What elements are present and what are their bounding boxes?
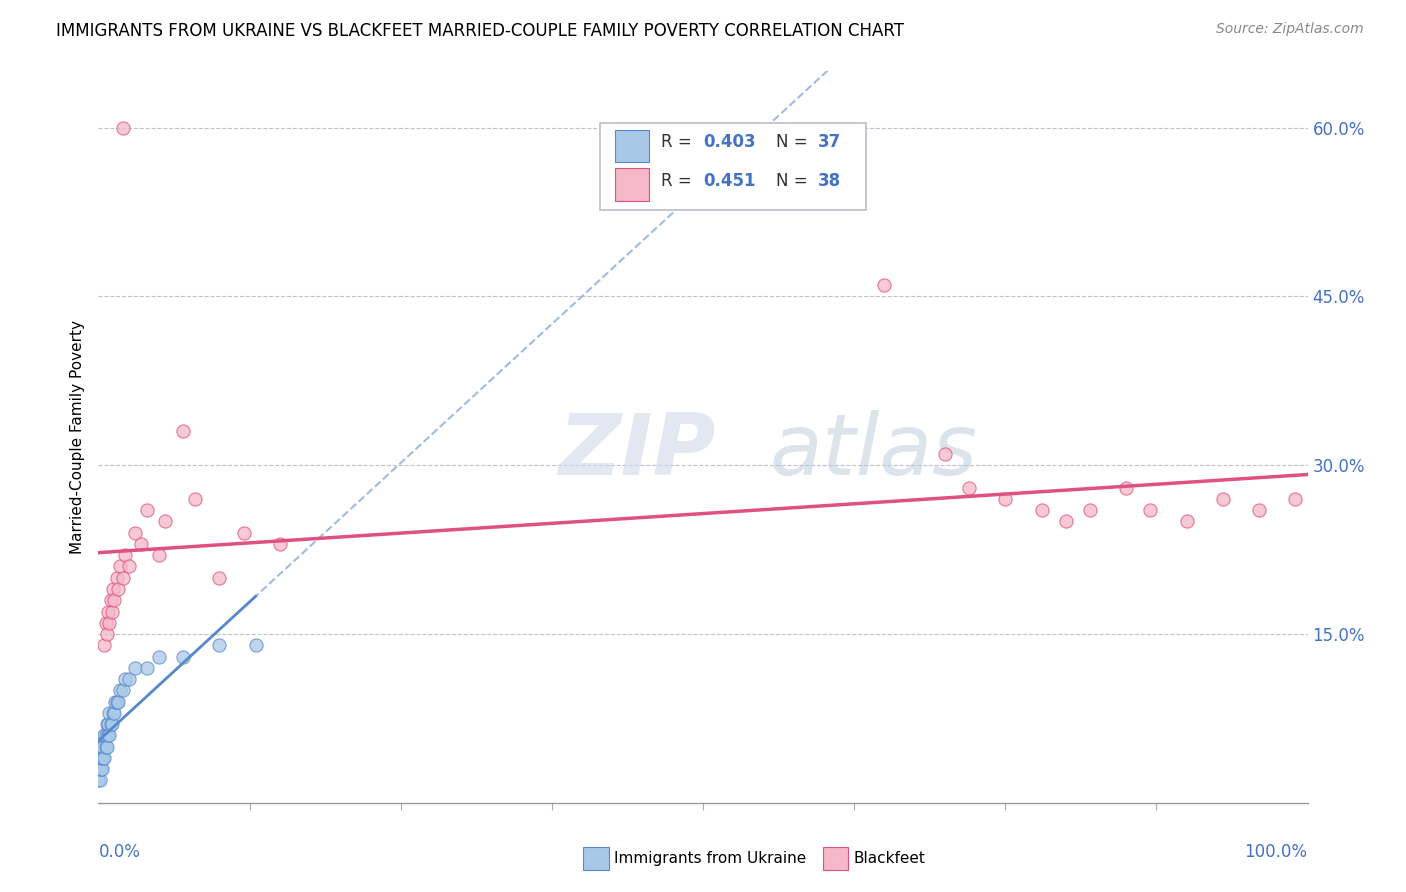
Point (108, 559, 131, 574)
Point (107, 694, 129, 708)
Point (107, 582, 129, 596)
Point (114, 548, 136, 562)
Point (135, 503, 157, 517)
Point (100, 605, 122, 619)
Point (91, 762, 114, 776)
Point (98, 728, 121, 742)
Text: Blackfeet: Blackfeet (853, 852, 925, 866)
Point (1212, 491, 1234, 506)
Point (94, 739, 117, 754)
Point (957, 481, 980, 495)
Point (245, 638, 267, 652)
FancyBboxPatch shape (600, 122, 866, 211)
Point (103, 706, 125, 720)
Point (172, 649, 194, 664)
Text: R =: R = (661, 133, 697, 152)
Text: 37: 37 (818, 133, 841, 152)
Point (153, 515, 176, 529)
Point (269, 537, 291, 551)
Point (90, 762, 112, 776)
Point (97, 728, 120, 742)
Point (89, 773, 111, 788)
Point (96, 627, 118, 641)
Point (1031, 503, 1053, 517)
Point (124, 661, 146, 675)
Point (96, 717, 118, 731)
Point (101, 706, 124, 720)
Text: 100.0%: 100.0% (1244, 843, 1308, 861)
Point (148, 548, 170, 562)
Text: Source: ZipAtlas.com: Source: ZipAtlas.com (1216, 22, 1364, 37)
Point (208, 571, 231, 585)
Text: 0.0%: 0.0% (98, 843, 141, 861)
Point (111, 683, 134, 698)
Point (94, 615, 117, 630)
Point (93, 638, 115, 652)
Point (87, 773, 110, 788)
Point (111, 571, 134, 585)
Point (208, 638, 231, 652)
Point (103, 593, 125, 607)
Point (118, 559, 141, 574)
Point (873, 278, 896, 293)
Text: IMMIGRANTS FROM UKRAINE VS BLACKFEET MARRIED-COUPLE FAMILY POVERTY CORRELATION C: IMMIGRANTS FROM UKRAINE VS BLACKFEET MAR… (56, 22, 904, 40)
Text: 0.403: 0.403 (703, 133, 755, 152)
Point (98, 706, 121, 720)
Point (100, 717, 122, 731)
Point (1115, 481, 1137, 495)
Text: atlas: atlas (769, 410, 977, 493)
Point (97, 605, 120, 619)
Point (90, 751, 112, 765)
Bar (614, 129, 648, 162)
Point (934, 447, 956, 461)
Point (100, 593, 122, 607)
Point (93, 728, 115, 742)
Point (97, 717, 120, 731)
Y-axis label: Married-Couple Family Poverty: Married-Couple Family Poverty (69, 320, 84, 554)
Point (100, 717, 122, 731)
Point (184, 491, 207, 506)
Text: 38: 38 (818, 172, 841, 190)
Point (114, 672, 136, 686)
Point (994, 491, 1017, 506)
Point (91, 739, 114, 754)
Point (101, 582, 124, 596)
Point (111, 120, 134, 135)
Text: Immigrants from Ukraine: Immigrants from Ukraine (614, 852, 807, 866)
Point (105, 694, 128, 708)
Point (172, 425, 194, 439)
Point (91, 751, 114, 765)
Point (1249, 503, 1271, 517)
Text: N =: N = (776, 133, 813, 152)
Point (91, 739, 114, 754)
Point (1175, 515, 1198, 529)
Text: N =: N = (776, 172, 813, 190)
Point (1078, 503, 1101, 517)
Point (232, 525, 254, 540)
Bar (614, 169, 648, 202)
Point (89, 762, 111, 776)
Point (1139, 503, 1161, 517)
Point (1284, 491, 1306, 506)
Point (129, 537, 152, 551)
Point (91, 751, 114, 765)
Point (148, 649, 170, 664)
Point (108, 683, 131, 698)
Point (124, 525, 146, 540)
Point (104, 694, 127, 708)
Point (96, 739, 118, 754)
Point (135, 661, 157, 675)
Point (105, 571, 128, 585)
Point (118, 672, 141, 686)
Point (93, 751, 115, 765)
Text: ZIP: ZIP (558, 410, 716, 493)
Point (98, 615, 121, 630)
Point (94, 728, 117, 742)
Point (1054, 515, 1077, 529)
Text: 0.451: 0.451 (703, 172, 755, 190)
Text: R =: R = (661, 172, 697, 190)
